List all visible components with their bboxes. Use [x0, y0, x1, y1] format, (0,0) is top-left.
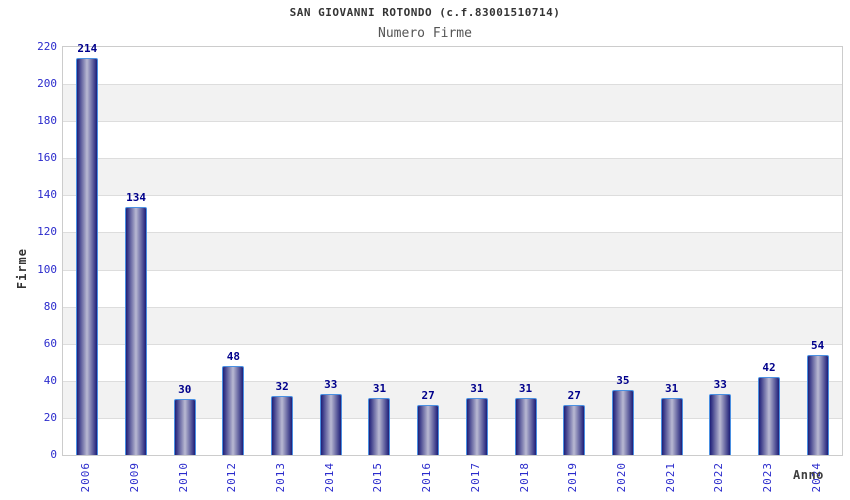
x-axis-title: Anno	[793, 468, 824, 482]
bar-value-label: 33	[324, 377, 338, 391]
plot-band	[63, 232, 842, 270]
plot-area: 214 134 30 48 32 33 31 27 31 31 27 35 31 33 42 54	[62, 42, 843, 456]
x-tick-label: 2006	[79, 462, 93, 493]
x-tick-label: 2016	[420, 462, 434, 493]
bar-value-label: 31	[518, 381, 533, 395]
bar-2013	[271, 395, 294, 455]
plot-band	[63, 158, 842, 196]
bar-2015	[368, 397, 391, 455]
y-tick-label: 60	[43, 336, 57, 350]
x-tick-label: 2017	[468, 462, 482, 493]
y-tick-label: 160	[37, 151, 57, 165]
gridline	[63, 232, 842, 234]
y-tick-label: 220	[37, 40, 57, 53]
x-tick-label: 2010	[176, 462, 190, 493]
y-tick-label: 120	[37, 225, 57, 239]
y-tick-label: 40	[43, 373, 57, 387]
bar-value-label: 134	[126, 190, 146, 204]
bar-value-label: 31	[664, 381, 679, 395]
bar-value-label: 27	[567, 388, 581, 402]
bar-2022	[709, 393, 732, 455]
bar-value-label: 48	[226, 349, 241, 363]
x-tick-label: 2019	[566, 462, 580, 493]
x-tick-label: 2013	[274, 462, 288, 493]
y-tick-label: 20	[43, 410, 57, 424]
x-tick-label: 2014	[322, 462, 336, 493]
bar-value-label: 32	[275, 379, 289, 393]
bar-value-label: 31	[470, 381, 484, 395]
gridline	[63, 121, 842, 123]
bar-2006	[76, 58, 99, 455]
x-tick-label: 2009	[128, 462, 142, 493]
x-tick-label: 2022	[712, 462, 726, 493]
bar-value-label: 33	[713, 377, 727, 391]
bar-value-label: 214	[77, 42, 98, 56]
y-tick-label: 80	[43, 299, 57, 313]
plot-band	[63, 306, 842, 344]
gridline	[63, 417, 842, 419]
gridline	[63, 158, 842, 160]
bar-2009	[125, 206, 148, 455]
bar-value-label: 54	[811, 338, 825, 352]
plot-band	[63, 84, 842, 122]
chart-title: SAN GIOVANNI ROTONDO (c.f.83001510714)	[289, 6, 561, 19]
x-tick-label: 2012	[225, 462, 239, 493]
x-tick-label: 2015	[371, 462, 385, 493]
y-tick-label: 100	[37, 262, 57, 276]
gridline	[63, 195, 842, 197]
bar-2018	[514, 397, 537, 455]
x-tick-label: 2020	[614, 462, 628, 493]
gridline	[63, 269, 842, 271]
bar-2014	[319, 393, 342, 455]
chart-subtitle: Numero Firme	[378, 26, 472, 41]
bar-2012	[222, 365, 245, 455]
bar-2019	[563, 404, 586, 455]
y-tick-label: 200	[37, 77, 57, 91]
bar-2023	[757, 377, 780, 455]
bar-value-label: 27	[421, 388, 435, 402]
y-axis-title: Firme	[15, 248, 29, 290]
x-tick-label: 2021	[663, 462, 677, 493]
gridline	[63, 380, 842, 382]
y-tick-label: 180	[37, 114, 57, 128]
bar-2016	[417, 404, 440, 455]
bar-2024	[806, 354, 829, 455]
gridline	[63, 84, 842, 86]
bar-2021	[660, 397, 683, 455]
y-tick-label: 0	[50, 448, 57, 461]
gridline	[63, 343, 842, 345]
bar-value-label: 30	[178, 383, 192, 397]
gridline	[63, 306, 842, 308]
bar-value-label: 31	[372, 381, 387, 395]
bar-value-label: 35	[616, 374, 630, 388]
x-tick-label: 2018	[517, 462, 531, 493]
bar-2010	[173, 399, 196, 455]
bar-2020	[611, 390, 634, 455]
y-tick-label: 140	[37, 188, 57, 202]
bar-value-label: 42	[762, 361, 776, 375]
x-tick-label: 2023	[760, 462, 774, 493]
bar-2017	[465, 397, 488, 455]
